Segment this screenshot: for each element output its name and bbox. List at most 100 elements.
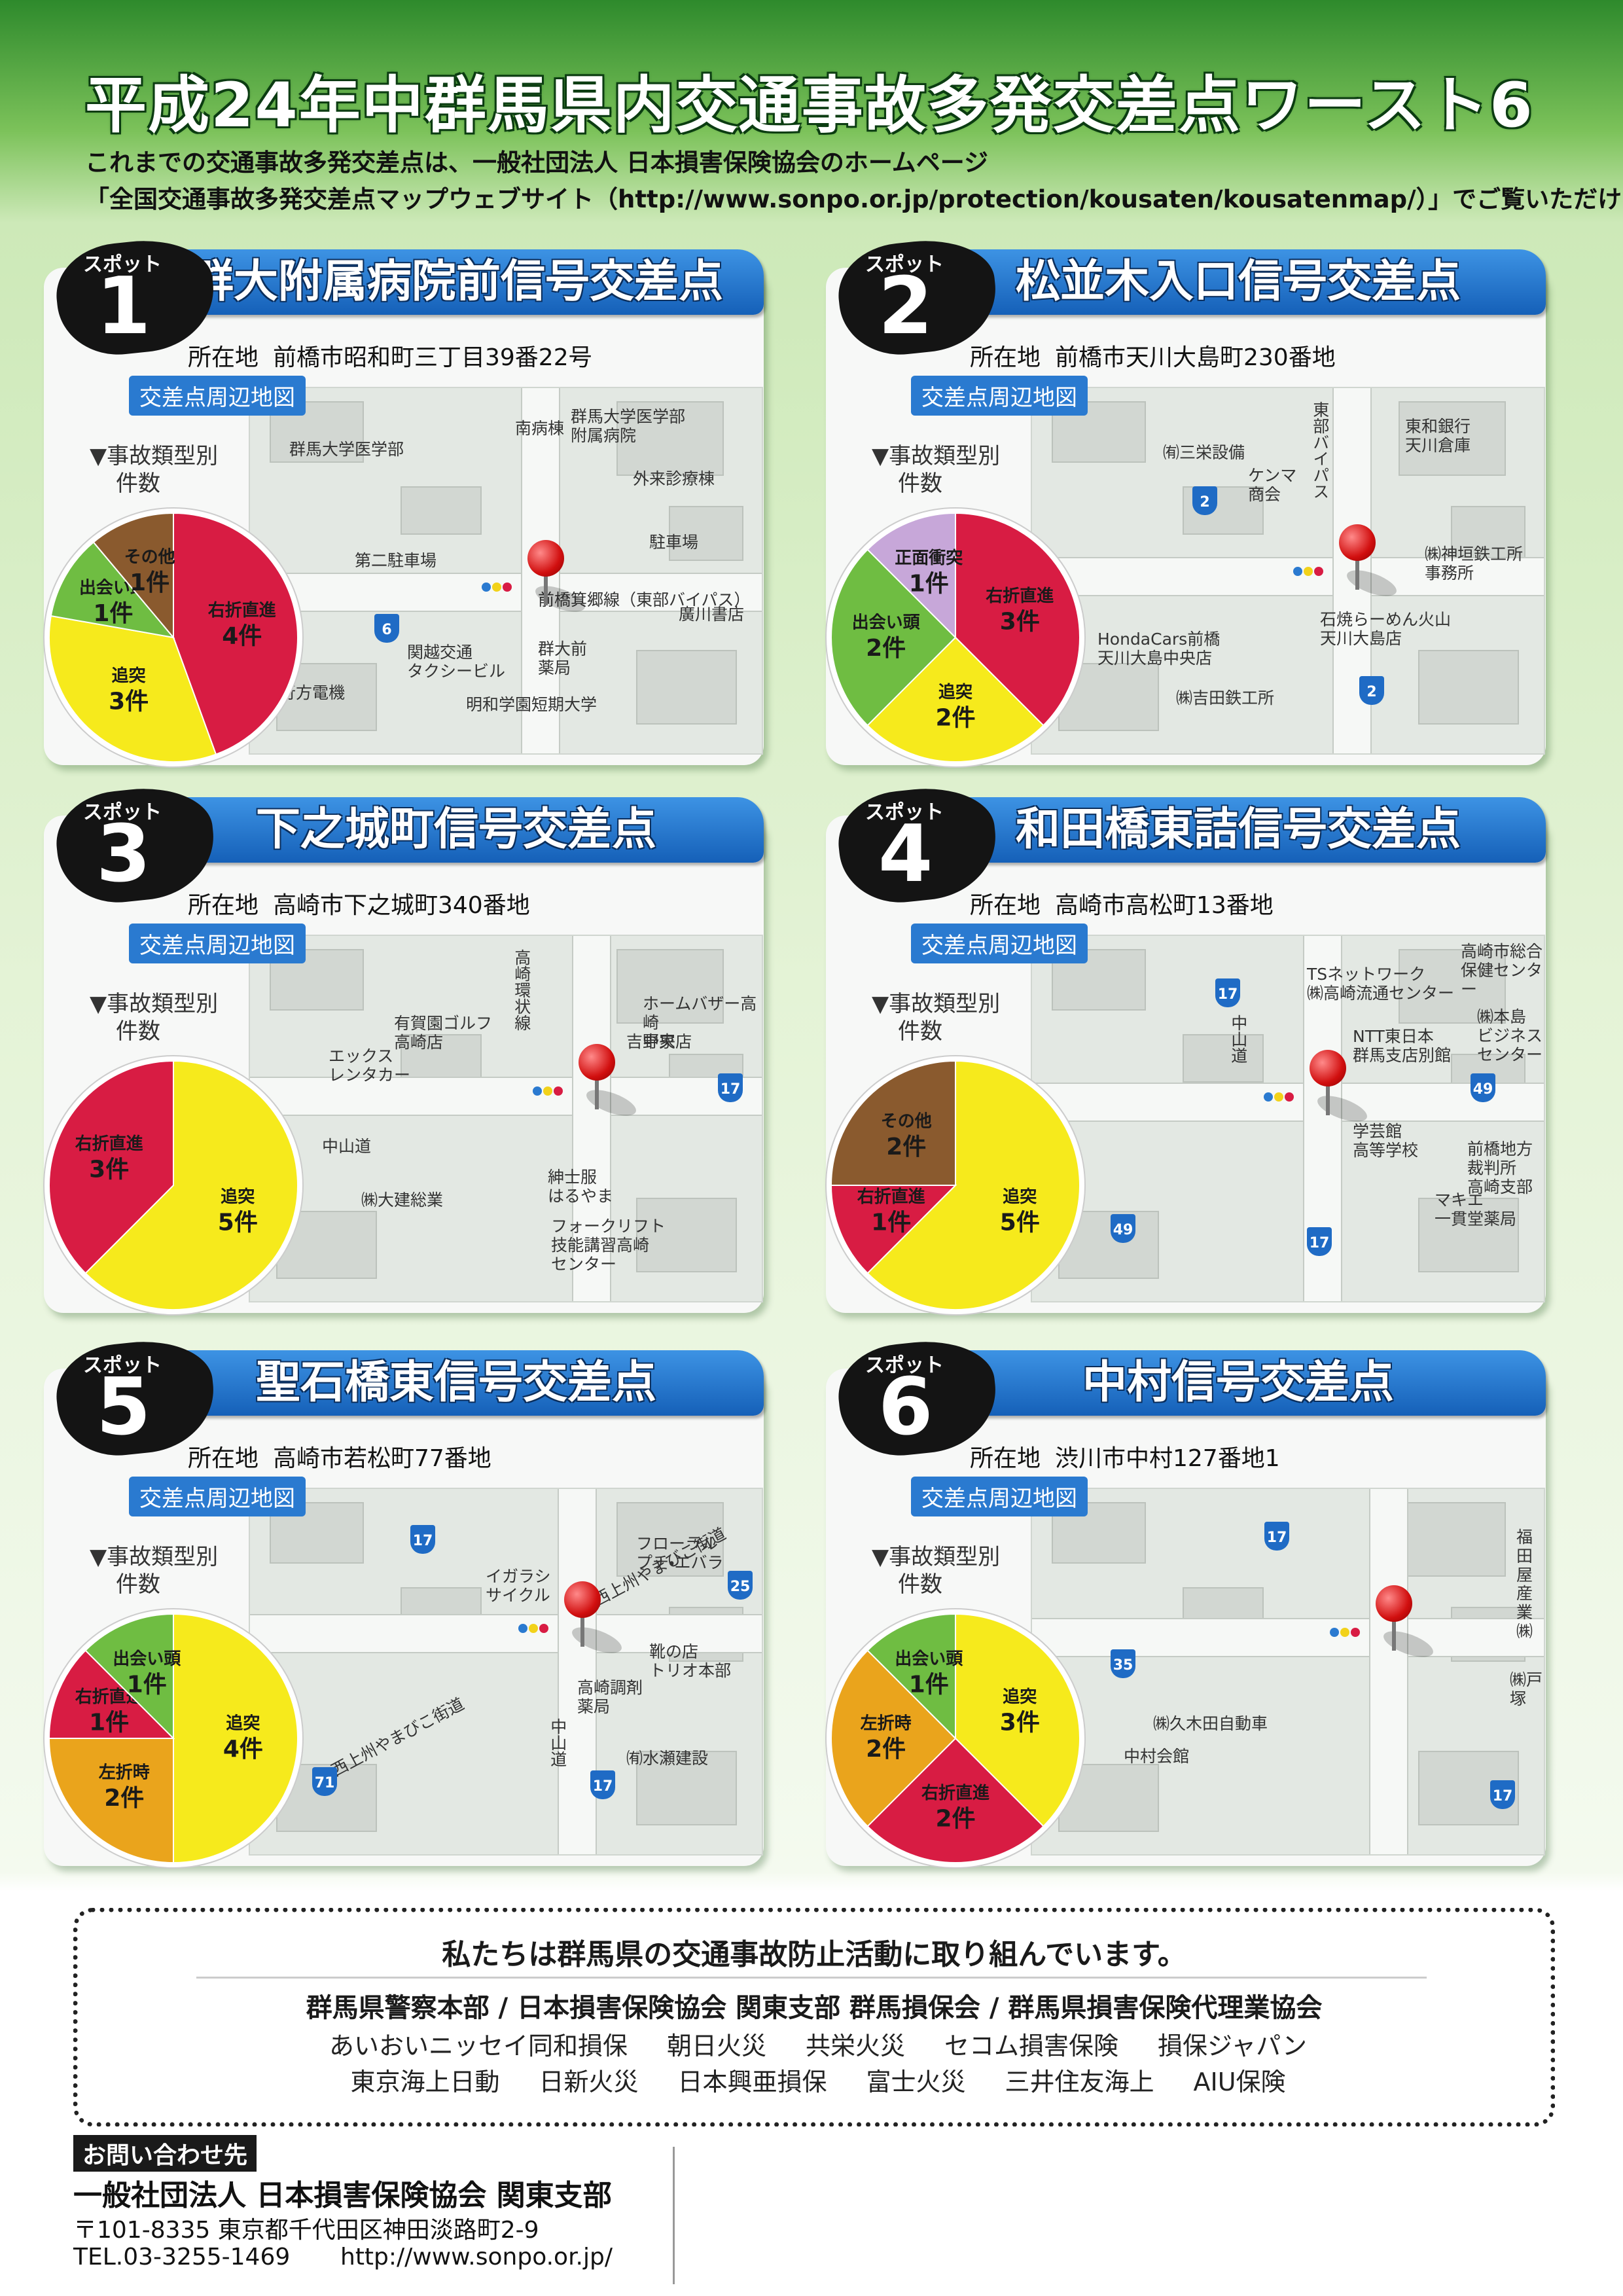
signal-light xyxy=(1304,567,1313,576)
slice-label: その他 xyxy=(881,1111,932,1131)
address-label: 所在地 xyxy=(188,344,259,371)
spot-name: 群大附属病院前信号交差点 xyxy=(188,256,723,308)
slice-value-label: 2件 xyxy=(886,1134,926,1160)
signal-light xyxy=(1351,1628,1360,1637)
route-sign: 35 xyxy=(1111,1649,1135,1678)
signal-light xyxy=(1340,1628,1349,1637)
title-bar xyxy=(142,1350,764,1416)
chart-label: ▼事故類型別 xyxy=(90,991,219,1017)
address-label: 所在地 xyxy=(188,1445,259,1472)
slice-label: 追突 xyxy=(112,666,146,686)
building xyxy=(1399,401,1506,476)
map-place: 中山道 xyxy=(548,1718,567,1767)
footer-organizers: 群馬県警察本部 / 日本損害保険協会 関東支部 群馬損保会 / 群馬県損害保険代… xyxy=(306,1993,1323,2023)
map-place: ホームバザー高崎 中央店 xyxy=(643,994,757,1051)
signal-light xyxy=(1274,1092,1283,1102)
map-place: ㈱神垣鉄工所 事務所 xyxy=(1425,545,1524,583)
map-place: 南病棟 xyxy=(515,419,565,438)
slice-value-label: 4件 xyxy=(222,623,262,650)
map-label: 交差点周辺地図 xyxy=(911,376,1088,416)
signal-light xyxy=(518,1624,527,1633)
map: ㈲三栄設備 ケンマ 商会 東部バイパス 東和銀行 天川倉庫 ㈱神垣鉄工所 事務所 Hond… xyxy=(1031,387,1545,755)
map-place: 西上州やまびこ街道 xyxy=(328,1694,467,1780)
pie-slice xyxy=(48,1738,174,1864)
footer-message: 私たちは群馬県の交通事故防止活動に取り組んでいます。 xyxy=(442,1938,1186,1971)
slice-value-label: 1件 xyxy=(909,571,949,598)
slice-value-label: 3件 xyxy=(1000,608,1040,635)
subtitle-line: これまでの交通事故多発交差点は、一般社団法人 日本損害保険協会のホームページ xyxy=(85,149,989,177)
map-place: 第二駐車場 xyxy=(355,551,437,570)
pie-slice xyxy=(866,636,1044,762)
pie-slice xyxy=(866,512,956,639)
contact-tel: TEL.03-3255-1469 xyxy=(73,2244,291,2270)
badge-number: 2 xyxy=(878,261,933,352)
signal-light xyxy=(1330,1628,1339,1637)
signal-light xyxy=(543,1086,552,1096)
member-row: 東京海上日動 日新火災 日本興亜損保 富士火災 三井住友海上 AIU保険 xyxy=(294,2062,1342,2098)
badge-text: スポット xyxy=(865,253,944,276)
signal-light xyxy=(533,1086,542,1096)
map-place: 関越交通 タクシービル xyxy=(407,643,506,681)
page-title: 平成24年中群馬県内交通事故多発交差点ワースト6 xyxy=(85,70,1534,141)
slice-label: 正面衝突 xyxy=(895,548,963,568)
pin-stick xyxy=(595,1070,599,1109)
slice-value-label: 1件 xyxy=(93,600,133,627)
building xyxy=(616,401,724,476)
address-label: 所在地 xyxy=(970,344,1041,371)
route-sign: 17 xyxy=(590,1770,615,1799)
map-place: 前橋地方裁判所 高崎支部 xyxy=(1467,1139,1533,1196)
pin-stick xyxy=(1326,1076,1330,1115)
address-label: 所在地 xyxy=(188,892,259,919)
badge-text: スポット xyxy=(83,253,162,276)
building xyxy=(401,486,482,535)
slice-value-label: 1件 xyxy=(127,1672,167,1698)
address: 高崎市下之城町340番地 xyxy=(273,892,530,919)
map-place: TSネットワーク ㈱高崎流通センター xyxy=(1307,965,1455,1003)
map-place: フォークリフト 技能講習高崎 センター xyxy=(551,1217,666,1274)
map: フローラル プチ・エバラ イガラシ サイクル 西上州やまびこ街道 靴の店 トリオ本部高… xyxy=(249,1488,763,1856)
member-name: 日新火災 xyxy=(539,2068,639,2096)
map-place: 石焼らーめん火山 天川大島店 xyxy=(1320,610,1452,648)
slice-value-label: 5件 xyxy=(1000,1210,1040,1236)
map-place: NTT東日本 群馬支店別館 xyxy=(1353,1027,1452,1065)
map-place: イガラシ サイクル xyxy=(486,1567,551,1605)
road xyxy=(1032,1083,1544,1122)
road xyxy=(558,1489,597,1854)
badge-text: スポット xyxy=(83,801,162,824)
map-place: 廣川書店 xyxy=(679,605,745,624)
building xyxy=(401,1034,482,1083)
slice-value-label: 3件 xyxy=(89,1156,129,1183)
pin-head xyxy=(1339,524,1376,561)
signal-light xyxy=(1264,1092,1273,1102)
pie-slice xyxy=(830,1185,957,1274)
map-place: 中山道 xyxy=(322,1137,372,1156)
route-sign: 17 xyxy=(1307,1227,1332,1256)
map-label: 交差点周辺地図 xyxy=(911,1477,1088,1516)
road xyxy=(572,936,611,1301)
slice-value-label: 2件 xyxy=(935,1805,975,1832)
pie-slice xyxy=(50,541,175,639)
member-name: 朝日火災 xyxy=(666,2032,766,2060)
badge-text: スポット xyxy=(865,801,944,824)
route-sign: 71 xyxy=(312,1767,337,1796)
pie-slice xyxy=(830,1649,957,1827)
slice-label: 追突 xyxy=(221,1187,255,1207)
slice-label: 左折時 xyxy=(99,1763,150,1783)
pin-head xyxy=(1376,1585,1412,1622)
contact-org: 一般社団法人 日本損害保険協会 関東支部 xyxy=(73,2179,612,2212)
member-name: 三井住友海上 xyxy=(1005,2068,1154,2096)
pie-slice xyxy=(84,1060,298,1310)
signal-light xyxy=(503,583,512,592)
slice-label: 右折直進 xyxy=(75,1134,143,1154)
building xyxy=(616,1502,724,1577)
map-place: フローラル プチ・エバラ xyxy=(636,1534,724,1572)
pie-slice xyxy=(866,1737,1044,1863)
map-place: エックス レンタカー xyxy=(329,1047,411,1085)
pie-slice xyxy=(955,512,1080,726)
chart-label: ▼事故類型別 xyxy=(872,1544,1001,1570)
route-sign: 2 xyxy=(1192,486,1217,515)
spot-card: 松並木入口信号交差点 スポット 2 所在地 前橋市天川大島町230番地 ㈲三栄設備 ケンマ … xyxy=(825,233,1550,768)
pie-slice xyxy=(48,615,217,762)
pie-slice xyxy=(830,548,957,726)
